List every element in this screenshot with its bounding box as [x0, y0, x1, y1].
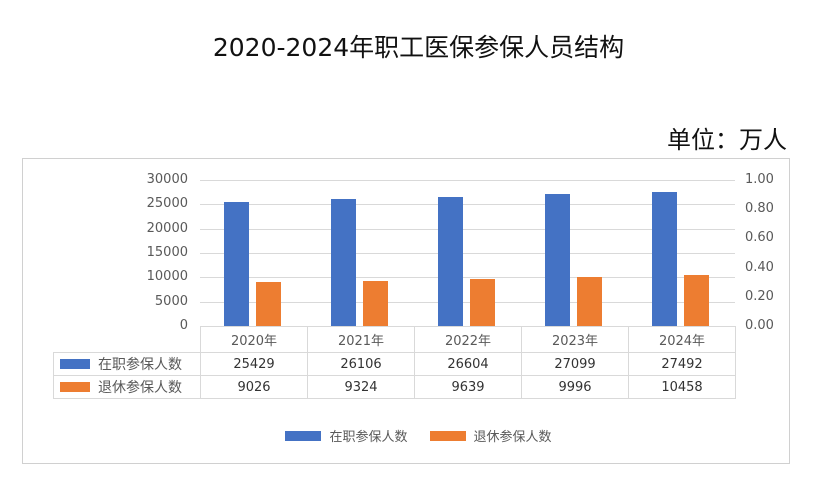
legend-label: 在职参保人数	[329, 430, 408, 445]
table-value: 26604	[414, 352, 522, 376]
legend-swatch	[285, 430, 322, 441]
bar-employed	[438, 196, 463, 326]
legend-label: 退休参保人数	[473, 430, 552, 445]
table-row-header: 在职参保人数	[53, 352, 201, 376]
table-value: 27099	[521, 352, 629, 376]
legend-swatch	[60, 382, 90, 392]
table-value: 26106	[307, 352, 415, 376]
y2-tick-label: 0.40	[745, 259, 774, 275]
table-value: 9639	[414, 375, 522, 399]
chart-title: 2020-2024年职工医保参保人员结构	[212, 33, 625, 62]
unit-label: 单位：万人	[667, 126, 787, 154]
table-value: 9996	[521, 375, 629, 399]
category-label: 2024年	[628, 326, 736, 353]
gridline	[200, 228, 735, 230]
table-value: 27492	[628, 352, 736, 376]
category-label: 2023年	[521, 326, 629, 353]
category-label: 2021年	[307, 326, 415, 353]
bar-employed	[652, 192, 677, 326]
bar-retired	[256, 282, 281, 326]
table-value: 10458	[628, 375, 736, 399]
gridline	[200, 277, 735, 279]
legend-swatch	[60, 359, 90, 369]
y2-tick-label: 0.60	[745, 230, 774, 246]
gridline	[200, 204, 735, 206]
bar-retired	[470, 279, 495, 326]
y-tick-label: 5000	[154, 293, 188, 309]
gridline	[200, 180, 735, 181]
bar-employed	[224, 202, 249, 326]
y2-tick-label: 1.00	[745, 172, 774, 187]
y-tick-label: 10000	[146, 269, 188, 285]
y-tick-label: 30000	[146, 172, 188, 187]
table-value: 25429	[200, 352, 308, 376]
series-name: 在职参保人数	[98, 357, 182, 373]
table-value: 9026	[200, 375, 308, 399]
series-name: 退休参保人数	[98, 380, 182, 396]
bar-employed	[545, 194, 570, 326]
bar-retired	[363, 280, 388, 326]
y-tick-label: 15000	[146, 245, 188, 260]
y2-tick-label: 0.20	[745, 288, 774, 304]
legend: 在职参保人数 退休参保人数	[0, 426, 837, 445]
legend-swatch	[429, 430, 466, 441]
y2-tick-label: 0.80	[745, 201, 774, 217]
table-row-header: 退休参保人数	[53, 375, 201, 399]
category-label: 2022年	[414, 326, 522, 353]
legend-item: 退休参保人数	[429, 426, 552, 445]
table-value: 9324	[307, 375, 415, 399]
gridline	[200, 301, 735, 303]
category-label: 2020年	[200, 326, 308, 353]
bar-retired	[577, 277, 602, 326]
chart-frame	[22, 158, 790, 464]
bar-employed	[331, 198, 356, 326]
legend-item: 在职参保人数	[285, 426, 408, 445]
gridline	[200, 253, 735, 254]
y-tick-label: 0	[179, 318, 188, 333]
y2-tick-label: 0.00	[745, 318, 774, 333]
y-tick-label: 20000	[146, 220, 188, 236]
y-tick-label: 25000	[146, 196, 188, 212]
bar-retired	[684, 275, 709, 326]
